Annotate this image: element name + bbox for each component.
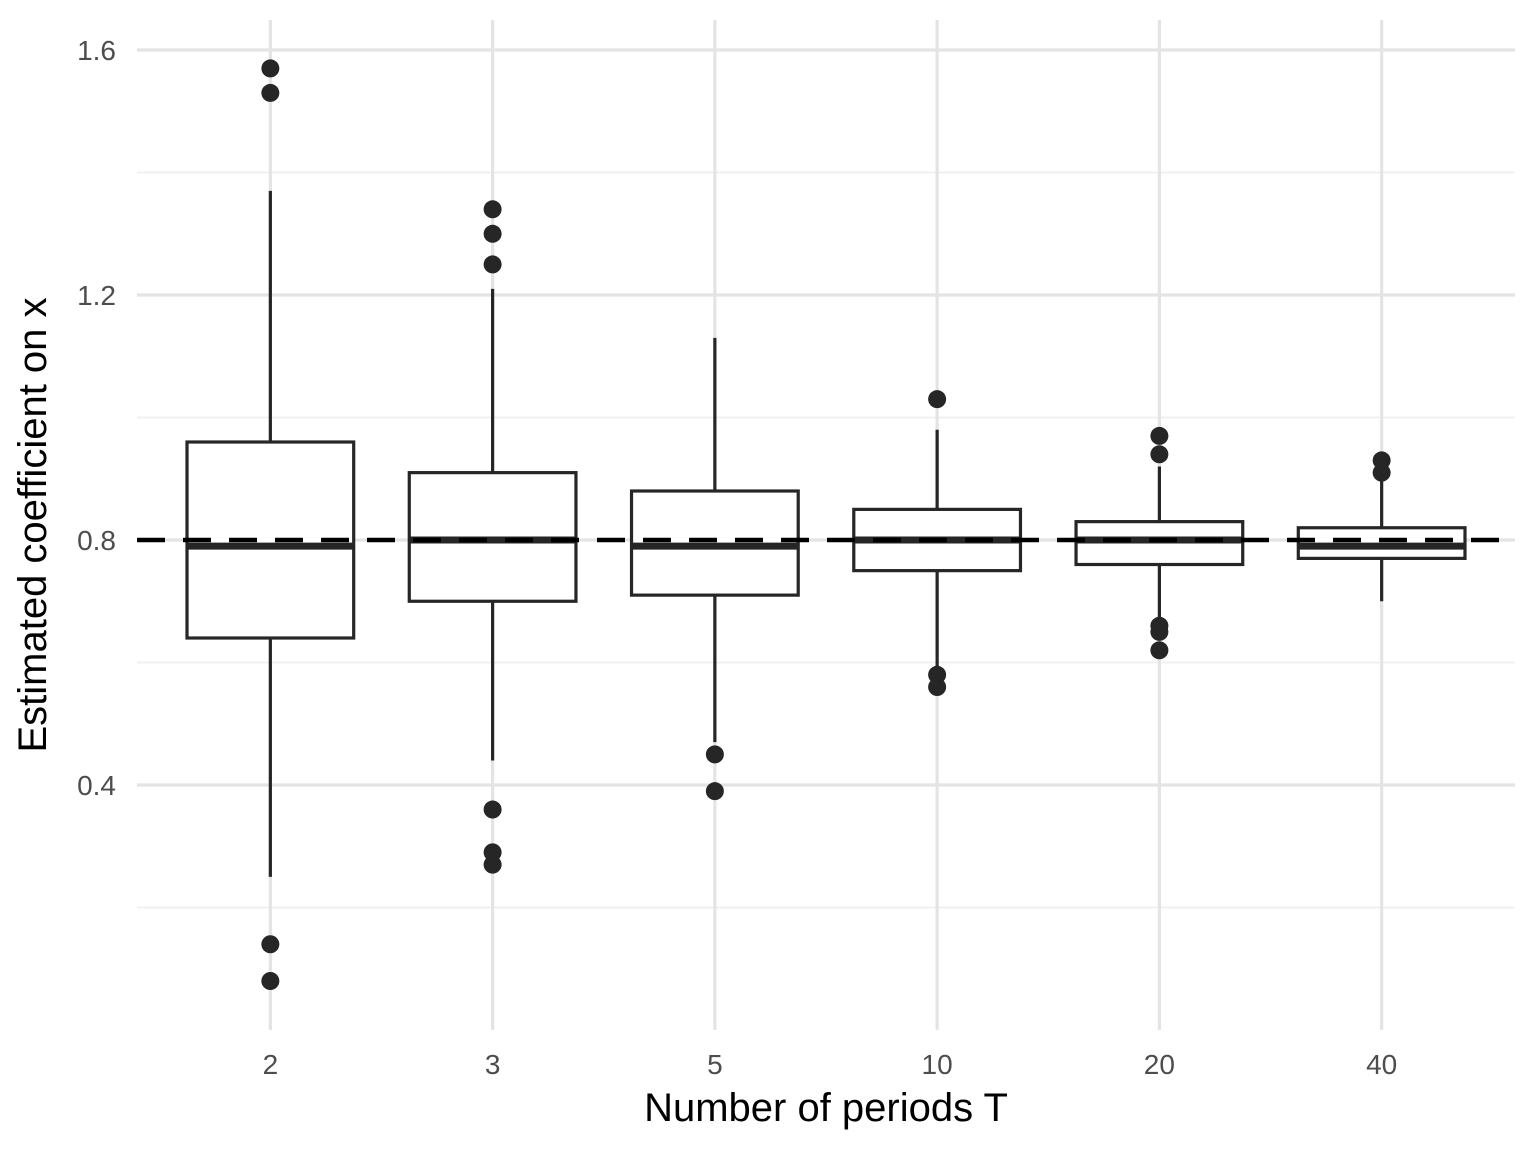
outlier-dot — [261, 935, 280, 954]
minor-gridlines — [137, 171, 1515, 909]
y-tick-label: 0.8 — [77, 525, 116, 556]
x-tick-label: 20 — [1144, 1049, 1175, 1080]
outlier-dot — [705, 782, 724, 801]
boxplot-T-5 — [629, 337, 800, 743]
outlier-dot — [483, 800, 502, 819]
outlier-dot — [1150, 641, 1169, 660]
boxplot-T-20 — [1074, 466, 1245, 620]
y-tick-label: 1.6 — [77, 35, 116, 66]
y-axis-tick-labels: 0.4 0.8 1.2 1.6 — [77, 35, 116, 801]
outlier-dot — [1150, 426, 1169, 445]
x-tick-label: 10 — [922, 1049, 953, 1080]
outlier-dot — [483, 255, 502, 274]
major-gridlines — [137, 48, 1515, 787]
x-tick-label: 2 — [263, 1049, 279, 1080]
outlier-dot — [1150, 445, 1169, 464]
outlier-dot — [483, 200, 502, 219]
x-tick-label: 3 — [485, 1049, 501, 1080]
x-axis-tick-labels: 2 3 5 10 20 40 — [263, 1049, 1398, 1080]
y-tick-label: 0.4 — [77, 770, 116, 801]
boxplots — [185, 190, 1467, 877]
outlier-points — [261, 59, 1391, 991]
outlier-dot — [483, 224, 502, 243]
x-axis-title: Number of periods T — [644, 1086, 1008, 1130]
x-tick-label: 5 — [707, 1049, 723, 1080]
boxplot-T-40 — [1296, 478, 1467, 602]
outlier-dot — [928, 665, 947, 684]
outlier-dot — [483, 843, 502, 862]
outlier-dot — [1372, 451, 1391, 470]
outlier-dot — [1150, 616, 1169, 635]
boxplot-T-10 — [852, 429, 1023, 669]
outlier-dot — [261, 59, 280, 78]
x-tick-label: 40 — [1366, 1049, 1397, 1080]
outlier-dot — [928, 390, 947, 409]
boxplot-T-3 — [407, 288, 578, 761]
y-tick-label: 1.2 — [77, 280, 116, 311]
outlier-dot — [261, 972, 280, 991]
outlier-dot — [705, 745, 724, 764]
outlier-dot — [261, 83, 280, 102]
y-axis-title: Estimated coefficient on x — [11, 297, 55, 752]
